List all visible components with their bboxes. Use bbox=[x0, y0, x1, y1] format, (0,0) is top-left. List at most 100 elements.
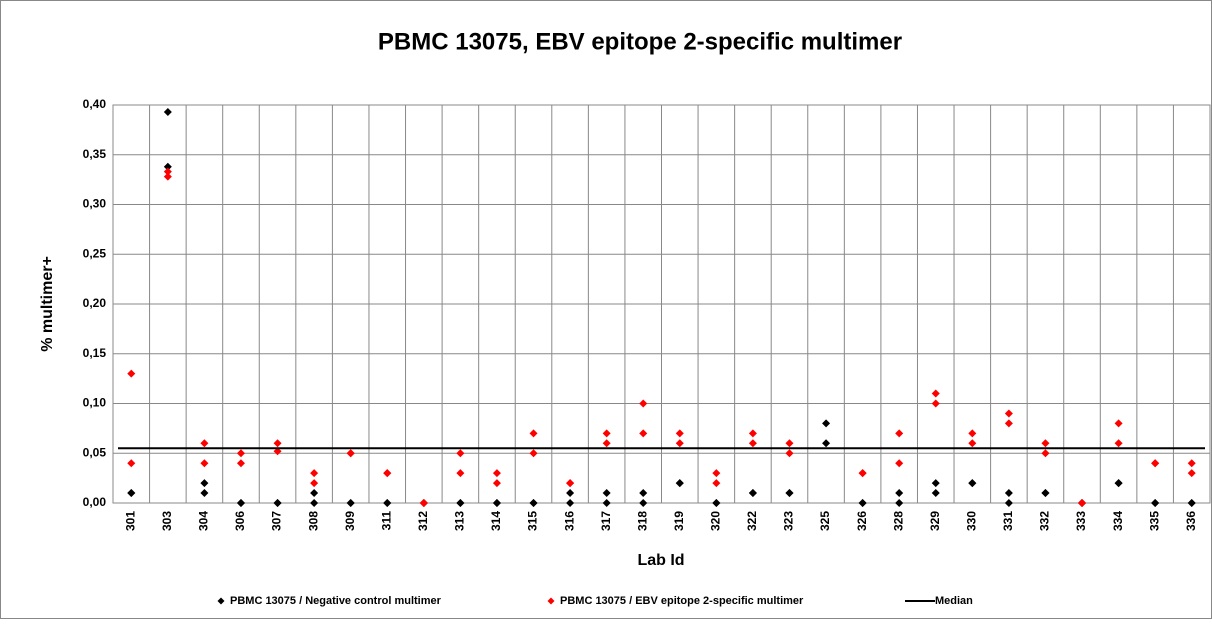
x-tick-label: 314 bbox=[489, 511, 503, 531]
y-tick-label: 0,20 bbox=[83, 296, 107, 310]
data-point bbox=[748, 439, 757, 448]
x-tick-label: 325 bbox=[818, 511, 832, 531]
data-point bbox=[236, 499, 245, 507]
x-tick-label: 306 bbox=[233, 511, 247, 531]
data-point bbox=[566, 489, 575, 498]
data-point bbox=[456, 469, 465, 478]
data-point bbox=[200, 439, 209, 448]
data-point bbox=[748, 489, 757, 498]
legend-marker bbox=[547, 597, 555, 605]
data-point bbox=[200, 479, 209, 488]
data-point bbox=[310, 469, 319, 478]
y-tick-label: 0,15 bbox=[83, 346, 107, 360]
data-point bbox=[858, 499, 867, 507]
data-point bbox=[492, 479, 501, 488]
data-point bbox=[1004, 409, 1013, 418]
data-point bbox=[675, 479, 684, 488]
x-tick-label: 311 bbox=[379, 511, 393, 531]
x-tick-label: 336 bbox=[1184, 511, 1198, 531]
data-point bbox=[602, 429, 611, 438]
data-point bbox=[127, 369, 136, 378]
chart-title: PBMC 13075, EBV epitope 2-specific multi… bbox=[378, 28, 902, 55]
data-point bbox=[236, 449, 245, 458]
data-point bbox=[456, 449, 465, 458]
x-tick-label: 331 bbox=[1001, 511, 1015, 531]
data-point bbox=[968, 479, 977, 488]
data-point bbox=[602, 489, 611, 498]
data-point bbox=[931, 389, 940, 398]
x-tick-label: 326 bbox=[855, 511, 869, 531]
data-point bbox=[1041, 489, 1050, 498]
data-point bbox=[639, 399, 648, 408]
y-tick-label: 0,05 bbox=[83, 445, 107, 459]
data-point bbox=[895, 489, 904, 498]
x-tick-label: 319 bbox=[672, 511, 686, 531]
data-point bbox=[895, 459, 904, 468]
data-point bbox=[858, 469, 867, 478]
data-point bbox=[748, 429, 757, 438]
data-point bbox=[529, 499, 538, 507]
data-point bbox=[383, 499, 392, 507]
data-point bbox=[310, 479, 319, 488]
data-point bbox=[346, 449, 355, 458]
data-point bbox=[1187, 469, 1196, 478]
data-point bbox=[712, 499, 721, 507]
x-tick-label: 301 bbox=[123, 511, 137, 531]
data-point bbox=[675, 439, 684, 448]
data-point bbox=[785, 449, 794, 458]
data-point bbox=[1114, 439, 1123, 448]
data-point bbox=[236, 459, 245, 468]
legend-marker bbox=[217, 597, 225, 605]
data-point bbox=[200, 489, 209, 498]
data-point bbox=[346, 499, 355, 507]
x-tick-label: 332 bbox=[1038, 511, 1052, 531]
x-tick-label: 315 bbox=[526, 511, 540, 531]
data-point bbox=[1004, 489, 1013, 498]
y-axis-label: % multimer+ bbox=[39, 256, 56, 352]
x-tick-label: 304 bbox=[197, 511, 211, 531]
data-point bbox=[675, 429, 684, 438]
x-tick-label: 303 bbox=[160, 511, 174, 531]
x-axis-label: Lab Id bbox=[637, 552, 684, 569]
data-point bbox=[456, 499, 465, 507]
data-point bbox=[566, 479, 575, 488]
data-point bbox=[968, 439, 977, 448]
data-point bbox=[492, 499, 501, 507]
data-point bbox=[310, 489, 319, 498]
data-point bbox=[310, 499, 319, 507]
data-point bbox=[273, 439, 282, 448]
x-tick-label: 312 bbox=[416, 511, 430, 531]
data-point bbox=[163, 172, 172, 181]
data-point bbox=[529, 449, 538, 458]
data-point bbox=[419, 499, 428, 507]
data-point bbox=[163, 162, 172, 171]
data-point bbox=[931, 479, 940, 488]
data-point bbox=[200, 459, 209, 468]
data-point bbox=[1041, 449, 1050, 458]
data-point bbox=[1004, 499, 1013, 507]
x-tick-label: 334 bbox=[1111, 511, 1125, 531]
data-point bbox=[602, 499, 611, 507]
data-point bbox=[895, 429, 904, 438]
data-point bbox=[1114, 419, 1123, 428]
data-point bbox=[1041, 439, 1050, 448]
data-point bbox=[273, 499, 282, 507]
legend-label: Median bbox=[935, 595, 973, 607]
data-point bbox=[127, 459, 136, 468]
x-tick-label: 335 bbox=[1147, 511, 1161, 531]
x-tick-label: 329 bbox=[928, 511, 942, 531]
x-tick-label: 320 bbox=[709, 511, 723, 531]
data-point bbox=[529, 429, 538, 438]
data-point bbox=[1004, 419, 1013, 428]
data-point bbox=[639, 499, 648, 507]
x-tick-label: 323 bbox=[782, 511, 796, 531]
x-tick-label: 330 bbox=[964, 511, 978, 531]
data-point bbox=[163, 107, 172, 116]
data-point bbox=[1078, 499, 1087, 507]
x-tick-label: 308 bbox=[306, 511, 320, 531]
data-point bbox=[785, 439, 794, 448]
x-tick-label: 333 bbox=[1074, 511, 1088, 531]
data-point bbox=[931, 399, 940, 408]
x-tick-label: 313 bbox=[453, 511, 467, 531]
